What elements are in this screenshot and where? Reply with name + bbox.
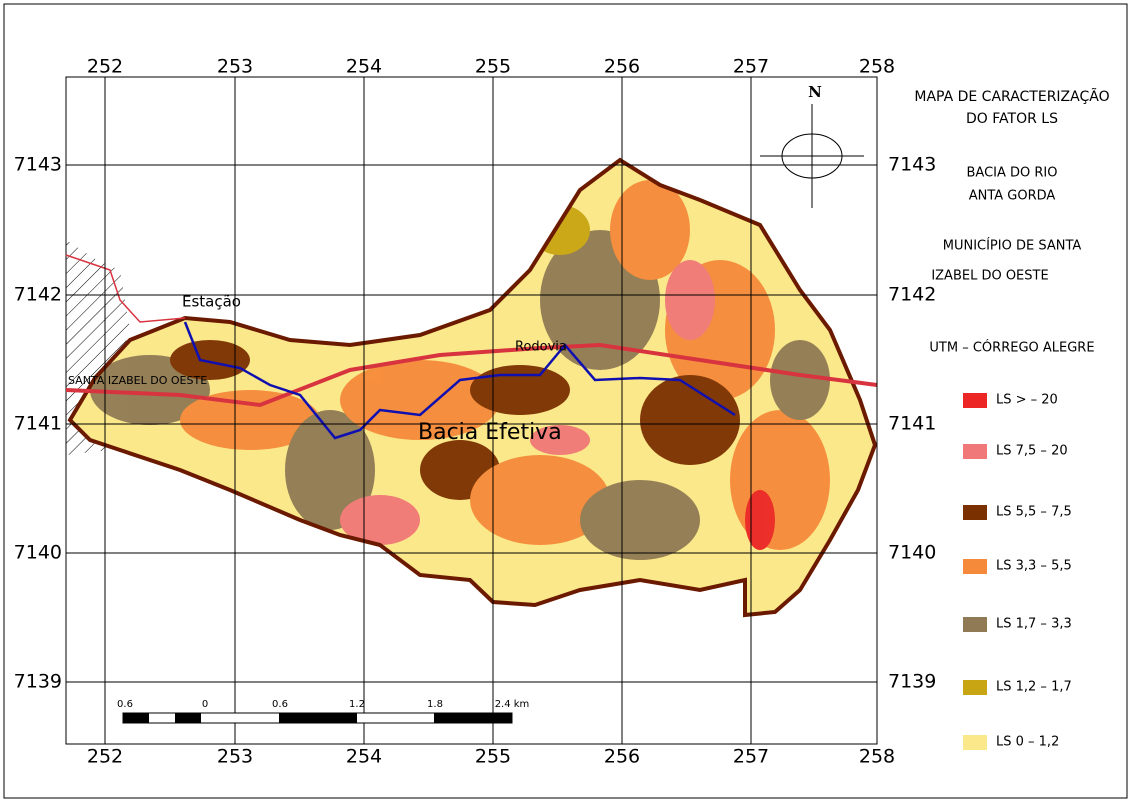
station-label: Estação [182, 293, 241, 311]
area-label: Bacia Efetiva [418, 420, 562, 445]
legend-swatch [963, 735, 987, 750]
legend-label: LS > – 20 [996, 393, 1058, 408]
y-coord-label: 7140 [888, 542, 936, 564]
x-coord-label: 254 [346, 746, 382, 768]
legend-label: LS 7,5 – 20 [996, 444, 1068, 459]
north-label: N [808, 83, 822, 101]
y-coord-label: 7139 [888, 671, 936, 693]
x-coord-label: 253 [217, 746, 253, 768]
x-coord-label: 258 [859, 746, 895, 768]
legend-label: LS 1,7 – 3,3 [996, 617, 1072, 632]
y-coord-label: 7142 [14, 284, 62, 306]
scale-label: 0 [202, 699, 208, 710]
scale-label: 0.6 [272, 699, 288, 710]
title-line: DO FATOR LS [966, 111, 1058, 127]
scale-label: 2.4 km [495, 699, 530, 710]
municipality-line: IZABEL DO OESTE [931, 269, 1048, 284]
legend-swatch [963, 505, 987, 520]
y-coord-label: 7141 [14, 413, 62, 435]
x-coord-label: 254 [346, 56, 382, 78]
legend-swatch [963, 617, 987, 632]
legend-swatch [963, 393, 987, 408]
x-coord-label: 256 [604, 746, 640, 768]
road-label: Rodovia [515, 340, 567, 355]
legend-label: LS 0 – 1,2 [996, 735, 1059, 750]
basin-line: ANTA GORDA [969, 189, 1056, 204]
y-coord-label: 7139 [14, 671, 62, 693]
datum-label: UTM – CÓRREGO ALEGRE [929, 340, 1094, 356]
y-coord-label: 7141 [888, 413, 936, 435]
x-coord-label: 255 [475, 56, 511, 78]
y-coord-label: 7143 [14, 154, 62, 176]
municipality-line: MUNICÍPIO DE SANTA [943, 238, 1082, 254]
x-coord-label: 252 [87, 746, 123, 768]
legend-swatch [963, 680, 987, 695]
x-coord-label: 257 [733, 746, 769, 768]
legend-label: LS 1,2 – 1,7 [996, 680, 1072, 695]
y-coord-label: 7143 [888, 154, 936, 176]
y-coord-label: 7142 [888, 284, 936, 306]
legend-label: LS 5,5 – 7,5 [996, 505, 1072, 520]
legend-label: LS 3,3 – 5,5 [996, 559, 1072, 574]
y-coord-label: 7140 [14, 542, 62, 564]
scale-bar [123, 713, 512, 723]
legend-swatch [963, 444, 987, 459]
map-page: 252 252 253 253 254 254 255 255 256 256 257 257 258 2… [0, 0, 1132, 803]
x-coord-label: 258 [859, 56, 895, 78]
scale-label: 1.2 [349, 699, 365, 710]
x-coord-label: 255 [475, 746, 511, 768]
basin-line: BACIA DO RIO [967, 166, 1058, 181]
x-coord-label: 253 [217, 56, 253, 78]
x-coord-label: 252 [87, 56, 123, 78]
scale-label: 1.8 [427, 699, 443, 710]
legend: LS > – 20 LS 7,5 – 20 LS 5,5 – 7,5 LS 3,3 –… [963, 393, 1072, 751]
x-coord-label: 257 [733, 56, 769, 78]
x-coord-label: 256 [604, 56, 640, 78]
town-label: SANTA IZABEL DO OESTE [68, 374, 207, 387]
scale-label: 0.6 [117, 699, 133, 710]
legend-swatch [963, 559, 987, 574]
title-line: MAPA DE CARACTERIZAÇÃO [914, 88, 1109, 105]
